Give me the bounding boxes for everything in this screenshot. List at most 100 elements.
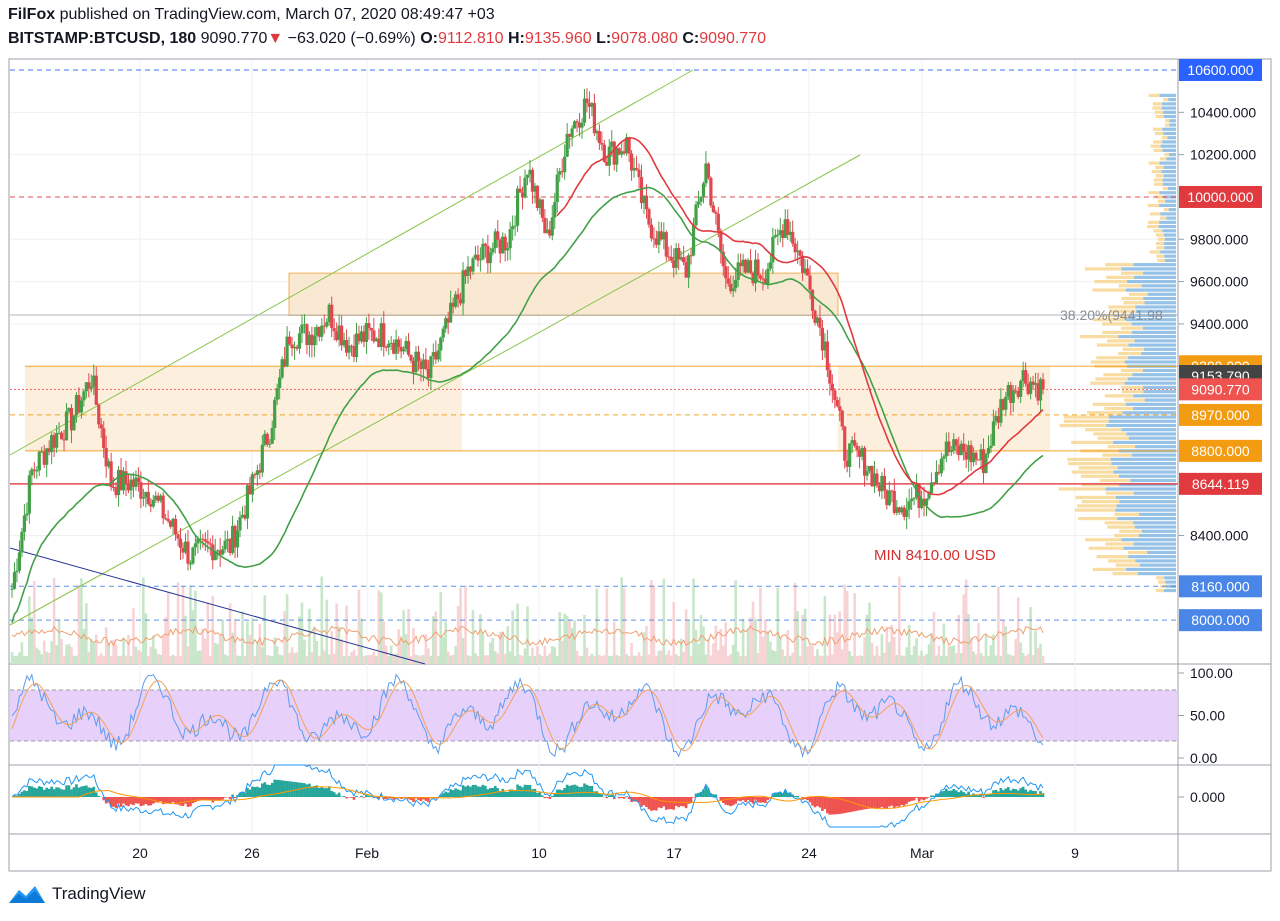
volume-bar-31: [87, 651, 91, 664]
macd-hist-414: [1036, 794, 1040, 797]
candle-body-186: [471, 258, 475, 272]
stoch-band: [10, 690, 1178, 741]
candle-body-8: [30, 469, 34, 476]
candle-body-246: [620, 151, 624, 155]
vp-buy-10260: [1162, 140, 1176, 144]
candle-body-103: [265, 433, 269, 445]
publisher-name[interactable]: FilFox: [8, 6, 56, 23]
macd-hist-31: [87, 787, 91, 797]
volume-bar-244: [615, 655, 619, 664]
vp-buy-9780: [1163, 241, 1176, 246]
candle-body-136: [347, 345, 351, 353]
candle-body-285: [716, 213, 720, 231]
candle-body-98: [253, 474, 257, 476]
vp-buy-8240: [1126, 567, 1176, 571]
vp-buy-9640: [1142, 271, 1176, 275]
volume-bar-400: [1002, 620, 1005, 664]
vp-sell-9180: [1120, 368, 1143, 373]
vp-sell-9080: [1121, 390, 1144, 394]
volume-bar-38: [104, 627, 108, 664]
stoch-tick-label-1: 50.00: [1190, 708, 1225, 724]
volume-bar-204: [516, 603, 519, 664]
volume-bar-83: [216, 643, 220, 664]
volume-bar-380: [952, 645, 956, 664]
candle-body-176: [446, 318, 450, 323]
volume-bar-140: [357, 589, 361, 664]
volume-bar-254: [640, 655, 643, 664]
macd-hist-240: [605, 797, 609, 799]
candle-body-346: [867, 465, 872, 472]
vp-buy-8900: [1121, 428, 1176, 432]
vp-buy-9980: [1165, 199, 1176, 203]
volume-bar-274: [689, 655, 693, 664]
xtick-label-5: 24: [801, 845, 817, 861]
volume-bar-100: [258, 624, 262, 664]
candle-body-81: [211, 544, 215, 561]
macd-hist-117: [300, 782, 304, 797]
vp-buy-9000: [1132, 406, 1176, 411]
candle-body-343: [860, 447, 864, 457]
vp-sell-8320: [1127, 550, 1148, 555]
volume-bar-251: [632, 655, 636, 664]
volume-bar-360: [902, 655, 906, 664]
volume-bar-295: [741, 618, 745, 664]
volume-bar-120: [308, 608, 311, 664]
vp-buy-10300: [1163, 131, 1176, 136]
macd-hist-192: [486, 789, 490, 797]
macd-hist-1: [13, 795, 16, 797]
candle-body-198: [501, 236, 505, 254]
macd-hist-109: [280, 780, 284, 797]
macd-hist-129: [330, 790, 334, 797]
candle-body-348: [872, 473, 877, 487]
macd-hist-93: [241, 792, 244, 797]
volume-bar-406: [1016, 597, 1020, 664]
vp-sell-8520: [1075, 508, 1116, 512]
candle-body-36: [99, 424, 103, 429]
macd-hist-376: [942, 791, 946, 797]
volume-bar-347: [870, 642, 874, 664]
candle-body-367: [919, 498, 924, 509]
macd-hist-251: [632, 797, 636, 802]
candle-body-274: [689, 255, 693, 257]
candle-body-294: [739, 262, 743, 267]
macd-hist-311: [781, 793, 785, 797]
candle-body-31: [87, 382, 91, 389]
candle-body-370: [927, 493, 931, 499]
candle-body-391: [979, 449, 983, 460]
candle-body-152: [387, 343, 391, 348]
volume-bar-357: [895, 654, 899, 664]
candle-body-171: [434, 352, 438, 360]
candle-body-299: [751, 272, 755, 284]
volume-bar-30: [85, 603, 88, 664]
macd-hist-286: [719, 797, 723, 801]
volume-bar-107: [275, 646, 279, 664]
volume-bar-55: [147, 655, 150, 664]
candle-body-93: [240, 514, 245, 518]
volume-bar-312: [783, 655, 787, 664]
candle-body-196: [496, 231, 500, 240]
volume-bar-43: [117, 655, 120, 664]
candle-body-87: [226, 539, 230, 541]
macd-hist-242: [610, 794, 614, 797]
candle-body-414: [1036, 383, 1040, 401]
volume-bar-256: [645, 626, 648, 664]
volume-bar-273: [687, 620, 690, 664]
macd-hist-338: [848, 797, 851, 813]
macd-hist-198: [501, 788, 505, 797]
volume-bar-128: [327, 654, 331, 664]
macd-hist-268: [674, 797, 678, 806]
volume-bar-187: [474, 653, 477, 664]
candle-body-401: [1004, 396, 1008, 410]
macd-hist-70: [184, 797, 187, 804]
candle-body-122: [312, 335, 316, 346]
volume-bar-168: [427, 648, 430, 664]
vp-buy-9560: [1125, 288, 1176, 292]
volume-bar-275: [692, 578, 695, 664]
brand-name[interactable]: TradingView: [52, 884, 146, 903]
candle-body-121: [310, 334, 314, 346]
vp-buy-8760: [1110, 457, 1176, 461]
tradingview-logo-icon[interactable]: [8, 884, 46, 904]
candle-body-59: [156, 495, 160, 501]
macd-hist-108: [278, 780, 281, 797]
